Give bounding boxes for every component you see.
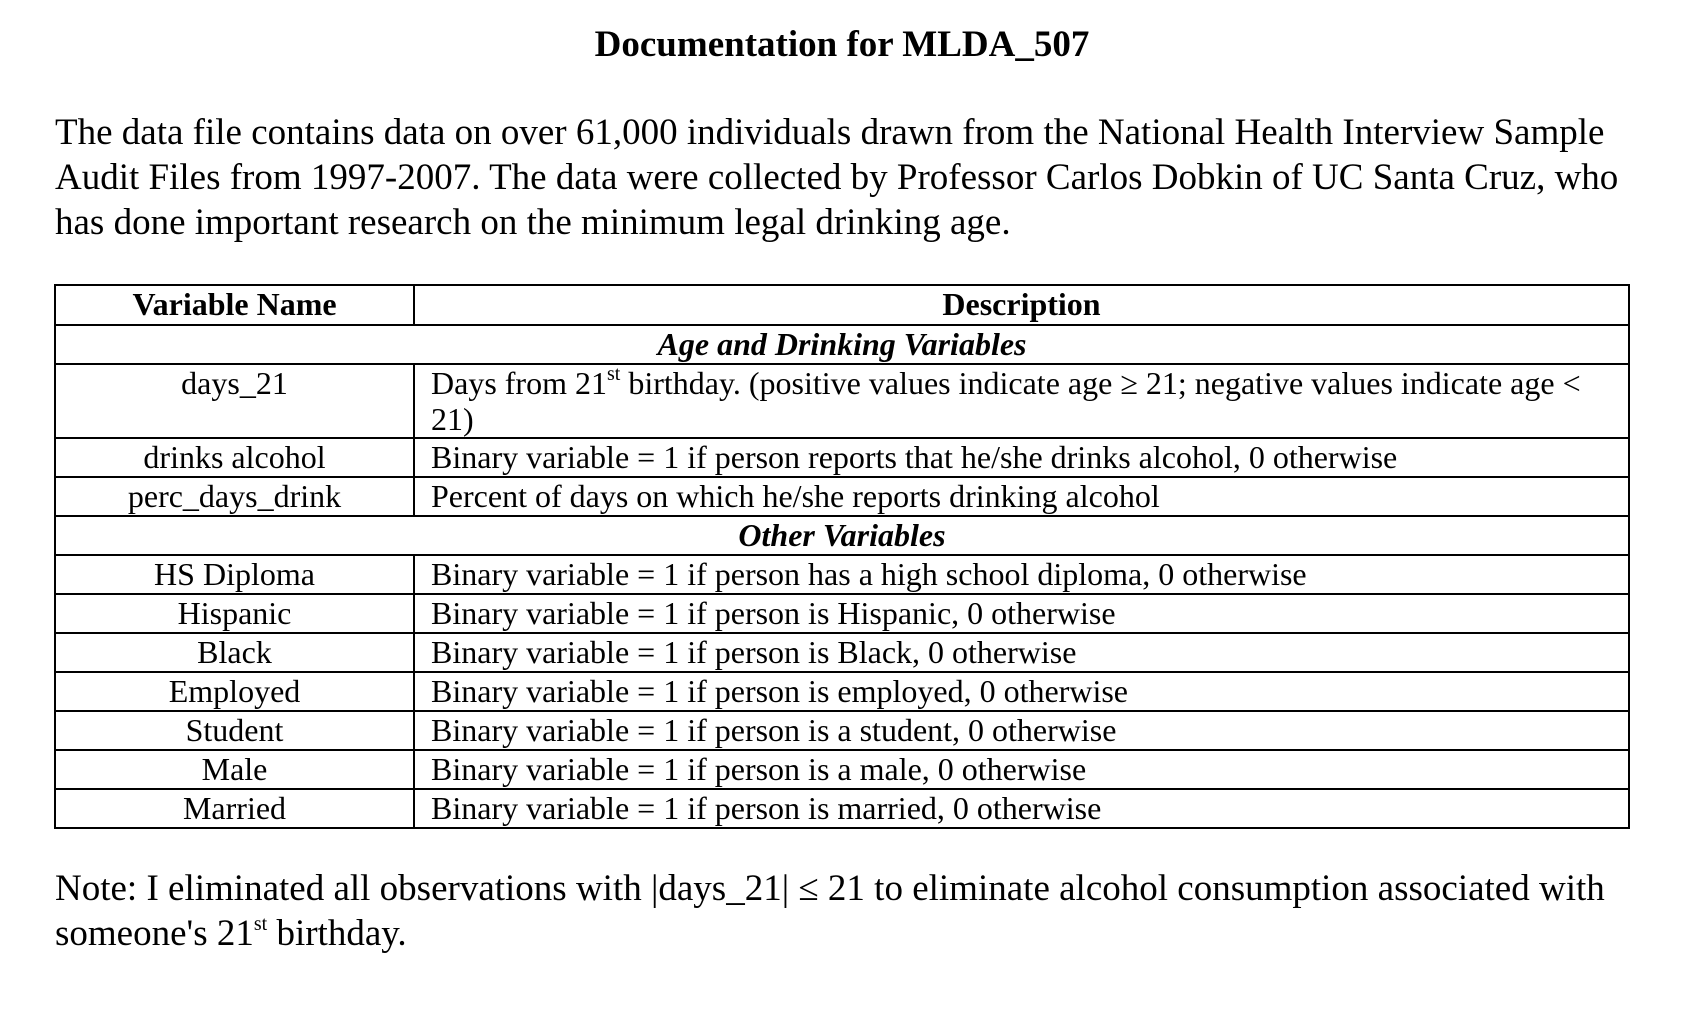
table-row: HS Diploma Binary variable = 1 if person … (54, 554, 1630, 595)
description-text: Binary variable = 1 if person is married… (431, 790, 1102, 826)
section-row: Age and Drinking Variables (54, 324, 1630, 365)
table-row: Male Binary variable = 1 if person is a m… (54, 749, 1630, 790)
description-text: Binary variable = 1 if person is a male,… (431, 751, 1087, 787)
note-paragraph: Note: I eliminated all observations with… (55, 866, 1655, 956)
description-text: Percent of days on which he/she reports … (431, 478, 1160, 514)
table-row: perc_days_drink Percent of days on which … (54, 476, 1630, 517)
description-text: Binary variable = 1 if person is Black, … (431, 634, 1077, 670)
description-cell: Binary variable = 1 if person is married… (413, 788, 1630, 829)
description-text: Binary variable = 1 if person is Hispani… (431, 595, 1116, 631)
description-text-end: birthday. (positive values indicate age … (431, 365, 1581, 437)
section-title: Other Variables (54, 515, 1630, 556)
variable-name-cell: Student (54, 710, 415, 751)
description-superscript: st (606, 363, 621, 386)
header-variable-name: Variable Name (54, 284, 415, 326)
table-body: Age and Drinking Variables days_21 Days fr… (54, 324, 1630, 829)
document-title: Documentation for MLDA_507 (594, 24, 1090, 65)
description-text: Days from 21 (431, 365, 607, 401)
description-cell: Binary variable = 1 if person is employe… (413, 671, 1630, 712)
variable-name-cell: HS Diploma (54, 554, 415, 595)
description-cell: Binary variable = 1 if person is a stude… (413, 710, 1630, 751)
description-cell: Binary variable = 1 if person is a male,… (413, 749, 1630, 790)
description-text: Binary variable = 1 if person reports th… (431, 439, 1398, 475)
table-row: Hispanic Binary variable = 1 if person is… (54, 593, 1630, 634)
description-cell: Binary variable = 1 if person is Hispani… (413, 593, 1630, 634)
description-cell: Days from 21st birthday. (positive value… (413, 363, 1630, 439)
description-cell: Binary variable = 1 if person is Black, … (413, 632, 1630, 673)
note-superscript: st (253, 912, 268, 935)
header-description: Description (413, 284, 1630, 326)
table-row: Employed Binary variable = 1 if person is… (54, 671, 1630, 712)
variable-name-cell: Male (54, 749, 415, 790)
description-text: Binary variable = 1 if person has a high… (431, 556, 1307, 592)
description-cell: Binary variable = 1 if person reports th… (413, 437, 1630, 478)
table-row: days_21 Days from 21st birthday. (positiv… (54, 363, 1630, 439)
table-row: Black Binary variable = 1 if person is Bl… (54, 632, 1630, 673)
description-cell: Percent of days on which he/she reports … (413, 476, 1630, 517)
description-text: Binary variable = 1 if person is a stude… (431, 712, 1117, 748)
variable-name-cell: perc_days_drink (54, 476, 415, 517)
table-row: drinks alcohol Binary variable = 1 if per… (54, 437, 1630, 478)
note-text-end: birthday. (267, 913, 407, 954)
variable-name-cell: Hispanic (54, 593, 415, 634)
variable-name-cell: Employed (54, 671, 415, 712)
variable-name-cell: Black (54, 632, 415, 673)
note-text: Note: I eliminated all observations with… (55, 868, 1605, 954)
table-row: Student Binary variable = 1 if person is … (54, 710, 1630, 751)
description-text: Binary variable = 1 if person is employe… (431, 673, 1128, 709)
section-row: Other Variables (54, 515, 1630, 556)
variable-name-cell: drinks alcohol (54, 437, 415, 478)
variable-table: Variable Name Description Age and Drinki… (54, 284, 1630, 829)
section-title: Age and Drinking Variables (54, 324, 1630, 365)
table-row: Married Binary variable = 1 if person is … (54, 788, 1630, 829)
variable-name-cell: Married (54, 788, 415, 829)
description-cell: Binary variable = 1 if person has a high… (413, 554, 1630, 595)
intro-paragraph: The data file contains data on over 61,0… (55, 112, 1619, 243)
variable-name-cell: days_21 (54, 363, 415, 439)
table-header-row: Variable Name Description (54, 284, 1630, 326)
